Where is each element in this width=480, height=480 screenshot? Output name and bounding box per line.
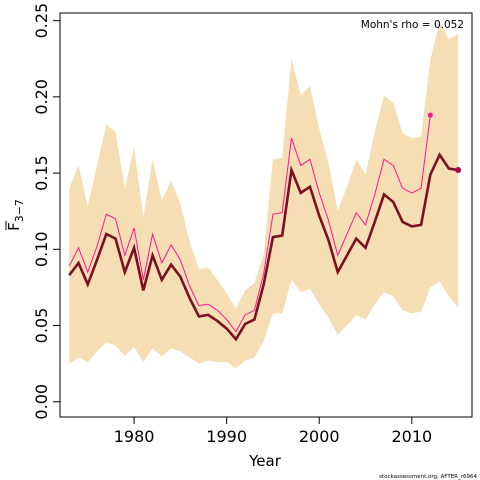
y-axis-title-subscript: 3−7 — [13, 199, 26, 222]
y-tick-label: 0.20 — [32, 79, 51, 115]
credit-text: stockassessment.org, AFTER_r6964 — [379, 474, 477, 480]
svg-text:F3−7: F3−7 — [5, 199, 26, 231]
x-tick-label: 1980 — [114, 427, 155, 446]
main-estimate-end-point — [455, 167, 462, 174]
y-axis-title-main: F — [5, 222, 23, 231]
confidence-band — [69, 22, 459, 369]
y-tick-label: 0.05 — [32, 308, 51, 344]
mohns-rho-annotation: Mohn's rho = 0.052 — [361, 19, 464, 31]
x-axis-title: Year — [248, 452, 282, 470]
y-tick-label: 0.15 — [32, 155, 51, 191]
y-tick-label: 0.10 — [32, 231, 51, 267]
y-axis: 0.00 0.05 0.10 0.15 0.20 0.25 — [32, 3, 60, 420]
confidence-band-layer — [69, 22, 459, 369]
x-axis: 1980 1990 2000 2010 — [114, 417, 432, 446]
y-tick-label: 0.25 — [32, 3, 51, 39]
y-tick-label: 0.00 — [32, 384, 51, 420]
x-tick-label: 1990 — [206, 427, 247, 446]
retrospective-peel-line — [68, 115, 431, 333]
y-axis-title: F3−7 — [5, 199, 26, 231]
retrospective-peel-end-point — [427, 112, 433, 118]
end-points-layer — [427, 112, 462, 174]
x-tick-label: 2010 — [391, 427, 432, 446]
plot-frame — [59, 12, 473, 418]
series-layer — [68, 115, 459, 342]
x-tick-label: 2000 — [299, 427, 340, 446]
main-estimate-line — [68, 152, 459, 342]
